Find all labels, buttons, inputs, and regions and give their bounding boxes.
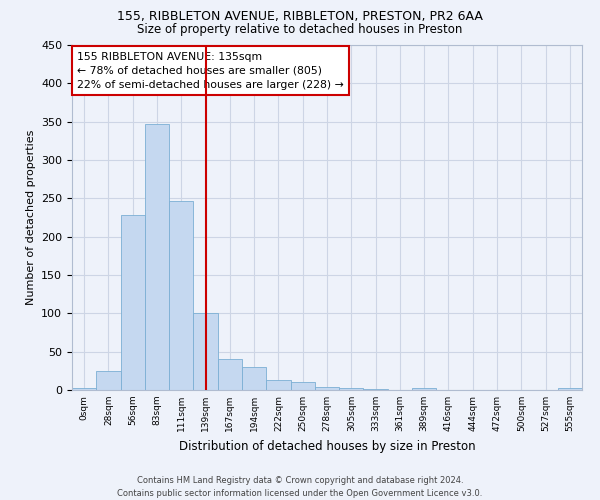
- Bar: [242, 367, 266, 390]
- X-axis label: Distribution of detached houses by size in Preston: Distribution of detached houses by size …: [179, 440, 475, 452]
- Bar: [218, 360, 242, 390]
- Bar: [121, 215, 145, 390]
- Bar: [290, 382, 315, 390]
- Bar: [169, 200, 193, 390]
- Bar: [339, 388, 364, 390]
- Bar: [96, 371, 121, 390]
- Y-axis label: Number of detached properties: Number of detached properties: [26, 130, 35, 305]
- Text: 155, RIBBLETON AVENUE, RIBBLETON, PRESTON, PR2 6AA: 155, RIBBLETON AVENUE, RIBBLETON, PRESTO…: [117, 10, 483, 23]
- Bar: [145, 124, 169, 390]
- Bar: [558, 388, 582, 390]
- Bar: [72, 388, 96, 390]
- Text: 155 RIBBLETON AVENUE: 135sqm
← 78% of detached houses are smaller (805)
22% of s: 155 RIBBLETON AVENUE: 135sqm ← 78% of de…: [77, 52, 344, 90]
- Text: Size of property relative to detached houses in Preston: Size of property relative to detached ho…: [137, 22, 463, 36]
- Bar: [364, 389, 388, 390]
- Bar: [266, 380, 290, 390]
- Text: Contains HM Land Registry data © Crown copyright and database right 2024.
Contai: Contains HM Land Registry data © Crown c…: [118, 476, 482, 498]
- Bar: [193, 312, 218, 390]
- Bar: [412, 388, 436, 390]
- Bar: [315, 387, 339, 390]
